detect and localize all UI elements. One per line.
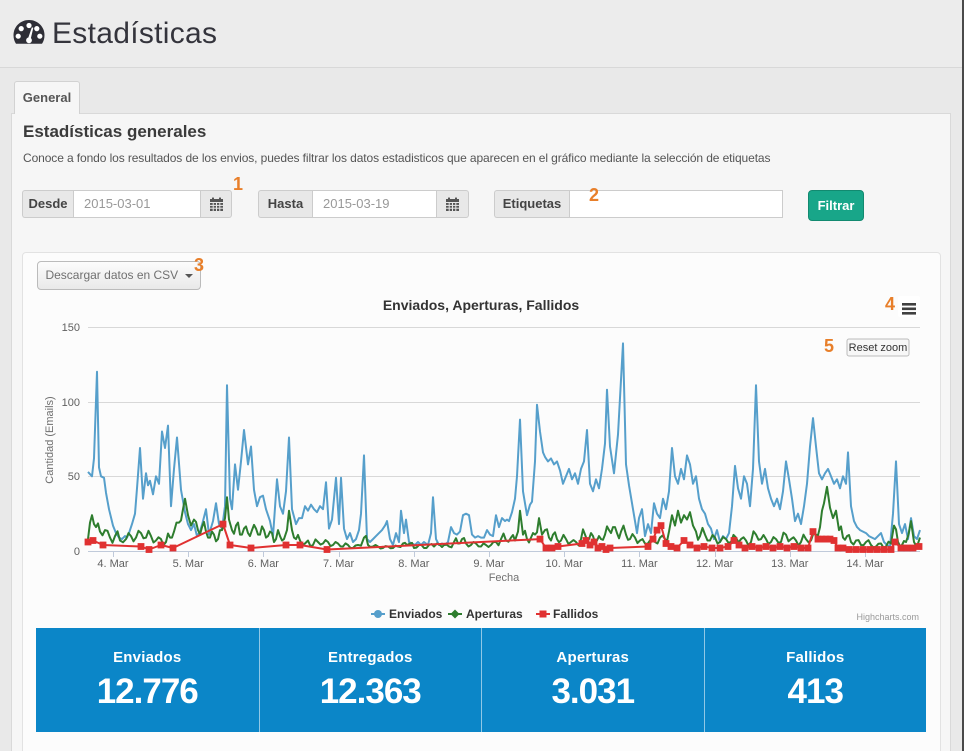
svg-text:9. Mar: 9. Mar: [473, 558, 505, 570]
svg-text:8. Mar: 8. Mar: [398, 558, 430, 570]
svg-text:Enviados: Enviados: [389, 607, 443, 621]
svg-text:Fecha: Fecha: [489, 572, 520, 584]
svg-text:Reset zoom: Reset zoom: [849, 342, 908, 354]
svg-text:10. Mar: 10. Mar: [546, 558, 584, 570]
svg-text:5. Mar: 5. Mar: [173, 558, 205, 570]
svg-text:Enviados, Aperturas, Fallidos: Enviados, Aperturas, Fallidos: [383, 297, 580, 313]
svg-text:14. Mar: 14. Mar: [846, 558, 884, 570]
svg-text:12. Mar: 12. Mar: [696, 558, 734, 570]
svg-text:4. Mar: 4. Mar: [97, 558, 129, 570]
svg-text:Aperturas: Aperturas: [466, 607, 523, 621]
svg-text:Cantidad (Emails): Cantidad (Emails): [44, 396, 56, 483]
svg-text:100: 100: [62, 397, 80, 409]
svg-text:50: 50: [68, 471, 80, 483]
svg-text:Highcharts.com: Highcharts.com: [856, 612, 919, 622]
svg-text:13. Mar: 13. Mar: [771, 558, 809, 570]
svg-text:6. Mar: 6. Mar: [248, 558, 280, 570]
svg-text:11. Mar: 11. Mar: [621, 558, 658, 570]
svg-text:0: 0: [74, 546, 80, 558]
svg-text:Fallidos: Fallidos: [553, 607, 599, 621]
svg-text:7. Mar: 7. Mar: [323, 558, 355, 570]
svg-text:150: 150: [62, 322, 80, 334]
